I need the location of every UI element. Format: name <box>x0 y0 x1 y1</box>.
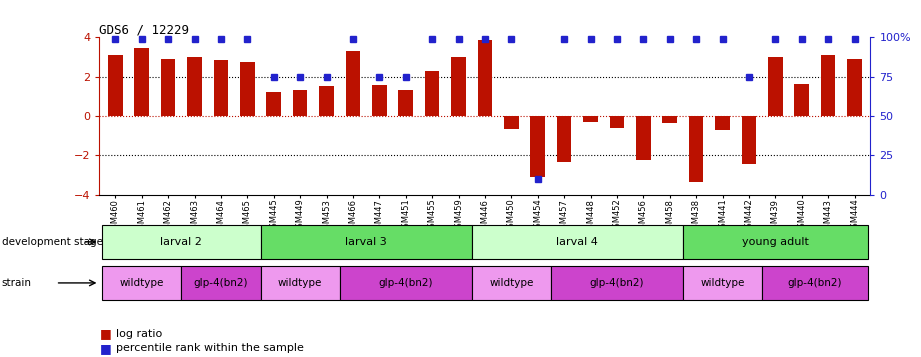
Text: wildtype: wildtype <box>700 278 745 288</box>
Bar <box>741 116 756 164</box>
Bar <box>478 40 492 116</box>
Bar <box>320 86 333 116</box>
Bar <box>795 84 809 116</box>
Bar <box>266 92 281 116</box>
Bar <box>662 116 677 123</box>
Bar <box>557 116 571 162</box>
Bar <box>108 55 122 116</box>
Bar <box>399 90 413 116</box>
Bar <box>504 116 519 129</box>
Text: glp-4(bn2): glp-4(bn2) <box>787 278 842 288</box>
Bar <box>425 71 439 116</box>
Bar <box>240 62 254 116</box>
Text: development stage: development stage <box>2 237 103 247</box>
Text: wildtype: wildtype <box>489 278 533 288</box>
Bar <box>847 59 862 116</box>
Text: glp-4(bn2): glp-4(bn2) <box>379 278 433 288</box>
Text: percentile rank within the sample: percentile rank within the sample <box>116 343 304 353</box>
Text: larval 2: larval 2 <box>160 237 203 247</box>
Text: ■: ■ <box>99 342 111 355</box>
Bar <box>768 57 783 116</box>
Text: ■: ■ <box>99 327 111 340</box>
Bar <box>821 55 835 116</box>
Bar <box>134 48 149 116</box>
Text: young adult: young adult <box>742 237 809 247</box>
Bar <box>610 116 624 128</box>
Bar <box>214 60 228 116</box>
Text: GDS6 / 12229: GDS6 / 12229 <box>99 23 190 36</box>
Bar <box>372 85 387 116</box>
Bar <box>716 116 729 130</box>
Bar <box>345 51 360 116</box>
Text: glp-4(bn2): glp-4(bn2) <box>193 278 248 288</box>
Text: strain: strain <box>2 278 32 288</box>
Bar <box>583 116 598 122</box>
Text: larval 3: larval 3 <box>345 237 387 247</box>
Text: glp-4(bn2): glp-4(bn2) <box>589 278 644 288</box>
Bar <box>636 116 650 160</box>
Bar <box>530 116 545 177</box>
Bar <box>161 59 175 116</box>
Bar <box>451 57 466 116</box>
Text: larval 4: larval 4 <box>556 237 599 247</box>
Bar <box>187 57 202 116</box>
Text: wildtype: wildtype <box>120 278 164 288</box>
Text: wildtype: wildtype <box>278 278 322 288</box>
Bar <box>293 90 308 116</box>
Text: log ratio: log ratio <box>116 329 162 339</box>
Bar <box>689 116 704 182</box>
